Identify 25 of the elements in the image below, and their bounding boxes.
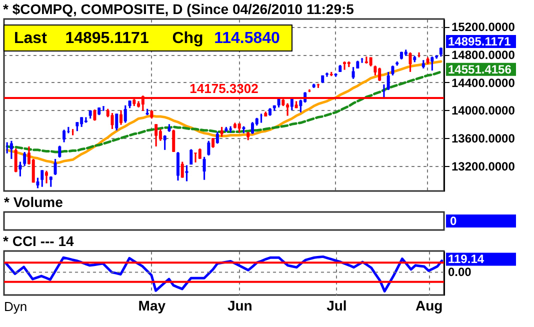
annotation: 14895.1171 <box>65 30 149 47</box>
text: Dyn <box>4 299 28 314</box>
chart-title: * CCI --- 14 <box>3 233 74 249</box>
y-tick-label: 13200.0000 <box>452 159 516 174</box>
text: 0.00 <box>448 265 472 280</box>
x-tick-label: Jun <box>227 298 252 314</box>
y-tick-label: 14000.0000 <box>452 104 516 118</box>
x-tick-label: Aug <box>415 298 443 314</box>
y-tick-label: 14400.0000 <box>452 76 516 90</box>
text: 0 <box>450 214 457 228</box>
text: 119.14 <box>448 252 484 266</box>
x-tick-label: May <box>138 298 166 314</box>
annotation: 114.5840 <box>214 30 280 47</box>
ref-line-label: 14175.3302 <box>190 81 258 96</box>
chart-title: * $COMPQ, COMPOSITE, D (Since 04/26/2010 11:29:5 <box>3 1 354 17</box>
line-series <box>6 70 442 154</box>
data-label: 14551.4156 <box>448 62 512 76</box>
text: * Volume <box>4 194 64 210</box>
y-tick-label: 13600.0000 <box>452 132 516 146</box>
y-tick-label: 14800.0000 <box>452 48 516 62</box>
annotation: Chg <box>172 30 204 47</box>
text: 14895.1171 <box>448 34 512 49</box>
annotation: Last <box>14 30 48 47</box>
y-tick-label: 15200.0000 <box>452 20 516 34</box>
x-tick-label: Jul <box>326 298 347 314</box>
